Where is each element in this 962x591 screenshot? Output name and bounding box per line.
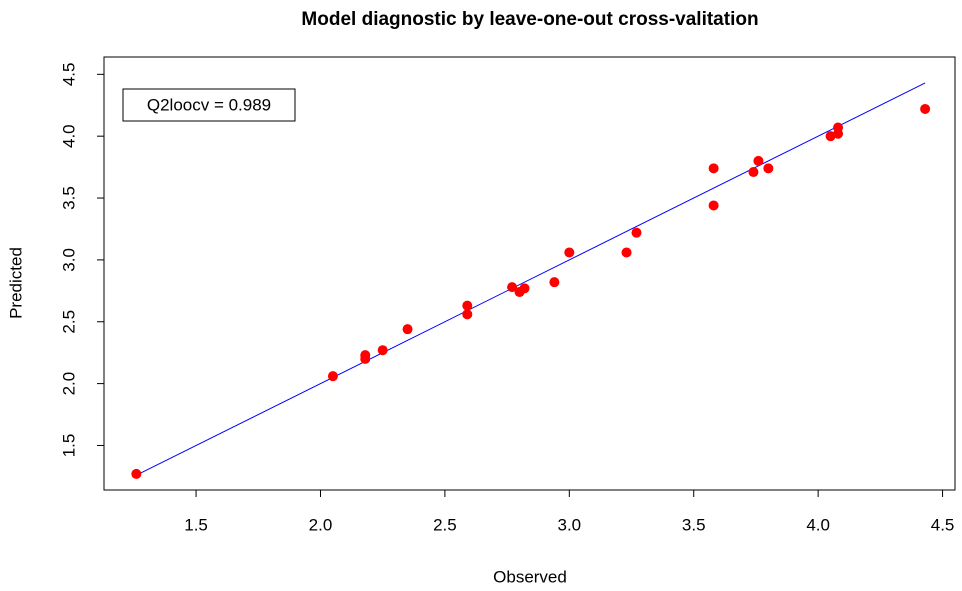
x-tick-label: 2.5	[433, 515, 457, 534]
x-axis-label: Observed	[493, 567, 567, 586]
point	[920, 103, 931, 114]
y-tick-label: 2.0	[59, 372, 78, 396]
x-tick-label: 3.5	[682, 515, 706, 534]
point	[708, 163, 719, 174]
point	[564, 247, 575, 258]
annotation-box	[122, 88, 296, 122]
point	[621, 247, 632, 258]
y-tick-label: 1.5	[59, 434, 78, 458]
point	[462, 300, 473, 311]
y-tick-label: 3.0	[59, 248, 78, 272]
reference-line	[136, 82, 926, 476]
point	[549, 277, 560, 288]
y-tick-label: 4.5	[59, 62, 78, 86]
point	[708, 200, 719, 211]
point	[462, 309, 473, 320]
point	[360, 353, 371, 364]
point	[402, 324, 413, 335]
chart-title: Model diagnostic by leave-one-out cross-…	[301, 9, 758, 30]
point	[131, 468, 142, 479]
point	[753, 155, 764, 166]
x-tick-label: 3.0	[557, 515, 581, 534]
x-tick-label: 1.5	[184, 515, 208, 534]
point	[519, 283, 530, 294]
y-tick-label: 2.5	[59, 310, 78, 334]
x-tick-label: 2.0	[309, 515, 333, 534]
plot-frame	[103, 56, 956, 491]
point	[763, 163, 774, 174]
y-tick-label: 4.0	[59, 124, 78, 148]
point	[377, 345, 388, 356]
x-tick-label: 4.5	[931, 515, 955, 534]
annotation: Q2loocv = 0.989	[147, 95, 271, 114]
y-tick-label: 3.5	[59, 186, 78, 210]
y-axis-label: Predicted	[6, 247, 25, 319]
x-tick-label: 4.0	[806, 515, 830, 534]
point	[327, 371, 338, 382]
point	[631, 227, 642, 238]
point	[507, 282, 518, 293]
point	[748, 167, 759, 178]
point	[833, 128, 844, 139]
